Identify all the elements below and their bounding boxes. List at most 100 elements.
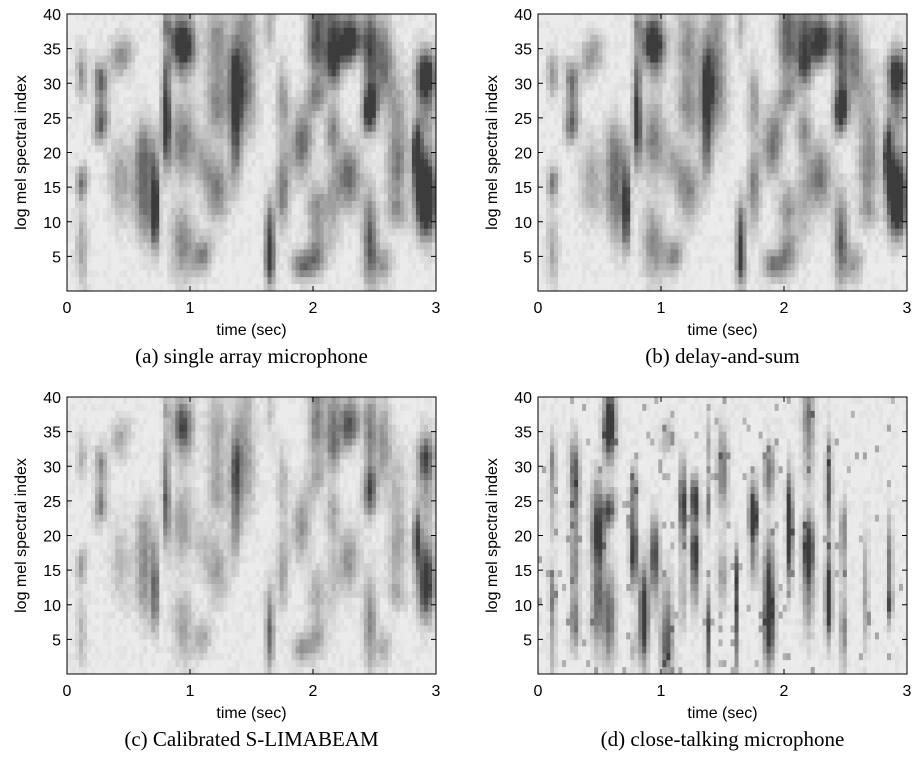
heatmap-cell: [167, 152, 172, 160]
heatmap-cell: [71, 55, 76, 63]
heatmap-cell: [267, 48, 272, 56]
heatmap-cell: [379, 152, 385, 160]
heatmap-cell: [642, 235, 647, 243]
heatmap-cell: [259, 235, 264, 243]
heatmap-cell: [642, 173, 647, 181]
heatmap-cell: [391, 221, 397, 230]
heatmap-cell: [191, 180, 196, 188]
heatmap-cell: [163, 159, 168, 167]
heatmap-cell: [295, 207, 301, 216]
heatmap-cell: [95, 194, 100, 202]
heatmap-cell: [626, 284, 631, 292]
heatmap-cell: [594, 110, 599, 119]
heatmap-cell: [279, 55, 284, 63]
heatmap-cell: [626, 90, 631, 98]
heatmap-cell: [215, 194, 220, 202]
heatmap-cell: [211, 173, 216, 181]
heatmap-cell: [347, 159, 353, 167]
heatmap-cell: [658, 228, 663, 236]
heatmap-cell: [650, 187, 655, 195]
heatmap-cell: [303, 221, 309, 230]
heatmap-cell: [646, 131, 651, 140]
heatmap-cell: [379, 256, 385, 264]
heatmap-cell: [143, 27, 148, 36]
heatmap-cell: [662, 27, 667, 36]
heatmap-cell: [135, 194, 140, 202]
heatmap-cell: [339, 41, 345, 50]
heatmap-cell: [211, 200, 216, 209]
heatmap-cell: [323, 83, 329, 91]
heatmap-cell: [311, 117, 317, 126]
heatmap-cell: [395, 235, 401, 243]
heatmap-cell: [403, 83, 409, 91]
heatmap-cell: [343, 187, 349, 195]
heatmap-cell: [175, 207, 180, 216]
heatmap-cell: [586, 187, 591, 195]
heatmap-cell: [335, 55, 341, 63]
heatmap-cell: [143, 200, 148, 209]
heatmap-cell: [582, 263, 587, 271]
heatmap-cell: [546, 200, 551, 209]
heatmap-cell: [355, 180, 361, 188]
heatmap-cell: [255, 235, 260, 243]
heatmap-cell: [399, 166, 405, 174]
heatmap-cell: [187, 34, 192, 43]
heatmap-cell: [255, 173, 260, 181]
heatmap-cell: [223, 200, 228, 209]
heatmap-cell: [606, 90, 611, 98]
heatmap-cell: [131, 55, 136, 63]
heatmap-cell: [127, 110, 132, 119]
heatmap-cell: [407, 200, 413, 209]
heatmap-cell: [407, 110, 413, 119]
heatmap-cell: [363, 159, 369, 167]
heatmap-cell: [183, 14, 188, 22]
heatmap-cell: [199, 249, 204, 257]
heatmap-cell: [431, 76, 437, 84]
heatmap-cell: [279, 34, 284, 43]
heatmap-cell: [243, 284, 248, 292]
heatmap-cell: [327, 90, 333, 98]
heatmap-cell: [634, 41, 639, 50]
heatmap-cell: [614, 249, 619, 257]
heatmap-cell: [75, 110, 80, 119]
heatmap-cell: [183, 90, 188, 98]
heatmap-cell: [383, 124, 389, 133]
heatmap-cell: [618, 194, 623, 202]
heatmap-cell: [303, 124, 309, 133]
heatmap-cell: [275, 83, 280, 91]
heatmap-cell: [546, 83, 551, 91]
heatmap-cell: [143, 249, 148, 257]
heatmap-cell: [431, 200, 437, 209]
heatmap-cell: [179, 284, 184, 292]
heatmap-cell: [71, 97, 76, 105]
heatmap-cell: [311, 97, 317, 105]
heatmap-cell: [207, 110, 212, 119]
heatmap-cell: [618, 69, 623, 77]
heatmap-cell: [131, 159, 136, 167]
heatmap-cell: [359, 228, 365, 236]
heatmap-cell: [87, 214, 92, 223]
heatmap-cell: [71, 221, 76, 230]
heatmap-cell: [119, 83, 124, 91]
heatmap-cell: [578, 180, 583, 188]
heatmap-cell: [83, 263, 88, 271]
heatmap-cell: [255, 242, 260, 250]
heatmap-cell: [111, 173, 116, 181]
heatmap-cell: [279, 194, 284, 202]
heatmap-cell: [582, 27, 587, 36]
heatmap-cell: [159, 235, 164, 243]
heatmap-cell: [562, 228, 567, 236]
heatmap-cell: [606, 235, 611, 243]
heatmap-cell: [71, 207, 76, 216]
heatmap-cell: [179, 256, 184, 264]
heatmap-cell: [287, 55, 293, 63]
heatmap-cell: [375, 207, 381, 216]
heatmap-cell: [295, 263, 301, 271]
heatmap-cell: [295, 104, 301, 112]
heatmap-cell: [147, 242, 152, 250]
heatmap-cell: [263, 166, 268, 174]
heatmap-cell: [319, 152, 325, 160]
heatmap-cell: [598, 263, 603, 271]
heatmap-cell: [83, 27, 88, 36]
heatmap-cell: [327, 207, 333, 216]
